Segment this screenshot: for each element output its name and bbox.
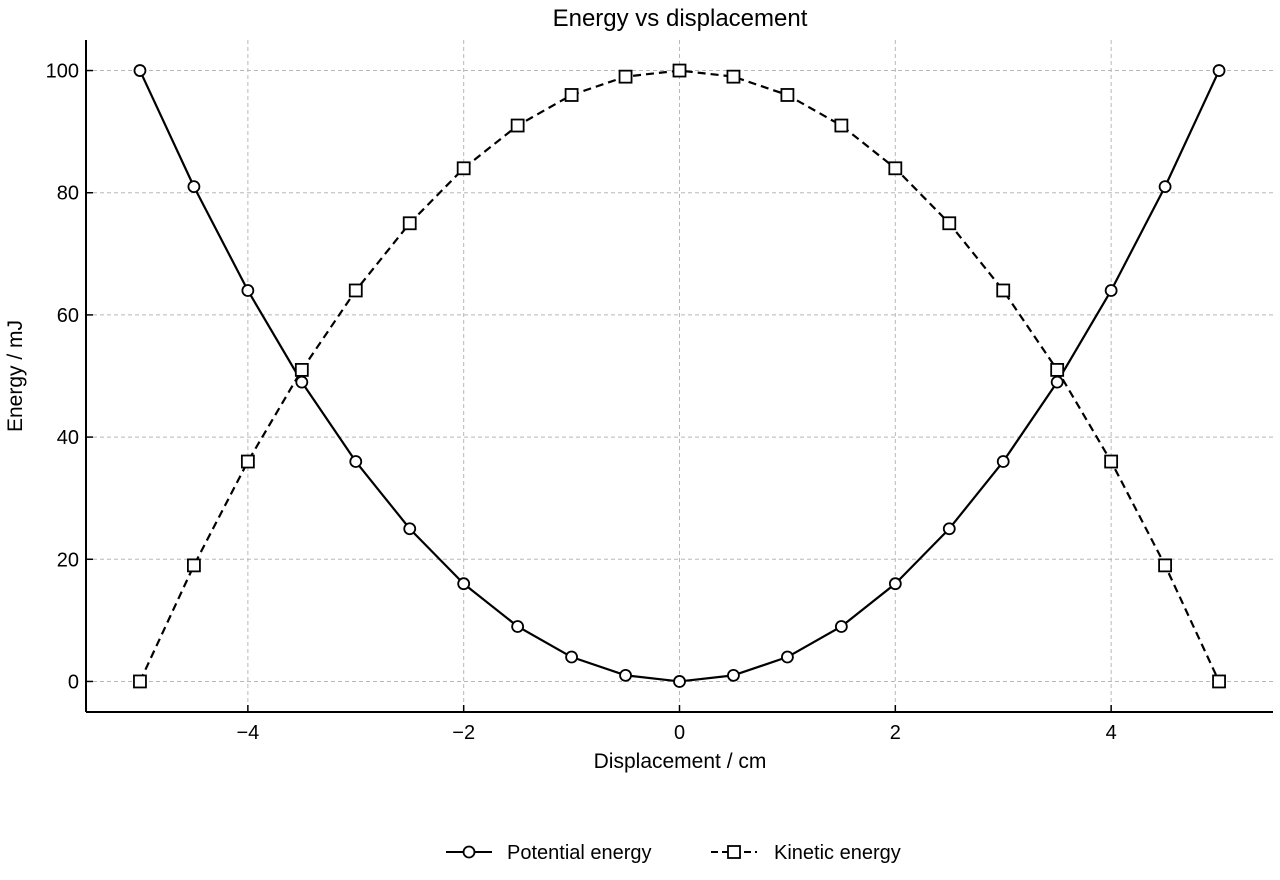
point-potential-energy-1 <box>187 180 201 194</box>
point-kinetic-energy-9 <box>618 69 633 84</box>
point-kinetic-energy-20 <box>1212 674 1226 689</box>
point-potential-energy-8 <box>565 650 578 664</box>
grid <box>86 40 1273 712</box>
point-potential-energy-9 <box>619 668 632 682</box>
y-tick-label-3: 60 <box>57 305 79 327</box>
x-tick-label-0: −4 <box>236 722 259 744</box>
y-tick-label-2: 40 <box>57 427 79 449</box>
legend-marker-square <box>727 845 741 859</box>
point-kinetic-energy-14 <box>888 161 903 176</box>
point-kinetic-energy-3 <box>294 362 309 377</box>
point-potential-energy-16 <box>996 455 1010 468</box>
point-kinetic-energy-5 <box>402 216 417 231</box>
point-kinetic-energy-8 <box>564 88 579 102</box>
y-tick-label-1: 20 <box>57 549 79 571</box>
x-axis-label: Displacement / cm <box>594 750 767 773</box>
point-potential-energy-2 <box>241 284 255 297</box>
point-potential-energy-10 <box>673 675 686 688</box>
point-kinetic-energy-11 <box>726 69 741 84</box>
y-tick-label-5: 100 <box>46 61 79 83</box>
point-kinetic-energy-7 <box>510 118 525 133</box>
y-axis-label: Energy / mJ <box>4 320 27 432</box>
point-kinetic-energy-18 <box>1104 454 1119 469</box>
point-potential-energy-0 <box>133 64 147 77</box>
point-potential-energy-4 <box>349 455 363 468</box>
legend: Potential energy Kinetic energy <box>446 842 901 864</box>
chart-title: Energy vs displacement <box>553 5 808 32</box>
point-kinetic-energy-2 <box>240 454 255 469</box>
point-potential-energy-19 <box>1158 180 1172 194</box>
point-potential-energy-12 <box>781 650 794 664</box>
point-potential-energy-14 <box>888 577 902 591</box>
x-tick-label-1: −2 <box>452 722 475 744</box>
point-kinetic-energy-6 <box>456 161 471 176</box>
legend-marker-circle <box>462 845 476 859</box>
x-tick-label-3: 2 <box>890 722 901 744</box>
point-kinetic-energy-13 <box>834 118 849 133</box>
point-kinetic-energy-16 <box>996 283 1011 298</box>
legend-item-potential: Potential energy <box>446 842 652 864</box>
x-tick-label-4: 4 <box>1106 722 1117 744</box>
x-tick-label-2: 0 <box>674 722 685 744</box>
point-kinetic-energy-15 <box>942 216 957 231</box>
point-potential-energy-7 <box>511 620 525 633</box>
axes <box>85 40 1273 713</box>
point-kinetic-energy-12 <box>780 88 795 102</box>
point-kinetic-energy-4 <box>348 283 363 298</box>
point-kinetic-energy-10 <box>672 63 687 78</box>
y-tick-label-0: 0 <box>68 671 79 693</box>
legend-label-kinetic: Kinetic energy <box>774 842 901 864</box>
point-potential-energy-17 <box>1050 375 1064 389</box>
y-tick-label-4: 80 <box>57 183 79 205</box>
point-potential-energy-18 <box>1104 284 1118 297</box>
legend-label-potential: Potential energy <box>507 842 652 864</box>
point-potential-energy-13 <box>834 620 848 633</box>
point-kinetic-energy-1 <box>187 558 201 573</box>
point-kinetic-energy-19 <box>1158 558 1172 573</box>
point-kinetic-energy-17 <box>1050 362 1065 377</box>
point-potential-energy-20 <box>1212 64 1226 77</box>
series-potential-energy <box>133 64 1226 688</box>
legend-item-kinetic: Kinetic energy <box>711 842 901 864</box>
point-potential-energy-15 <box>942 522 956 536</box>
point-potential-energy-6 <box>457 577 471 591</box>
point-kinetic-energy-0 <box>133 674 147 689</box>
point-potential-energy-11 <box>727 668 740 682</box>
point-potential-energy-5 <box>403 522 417 536</box>
series-layer <box>133 63 1226 689</box>
series-kinetic-energy <box>133 63 1226 689</box>
